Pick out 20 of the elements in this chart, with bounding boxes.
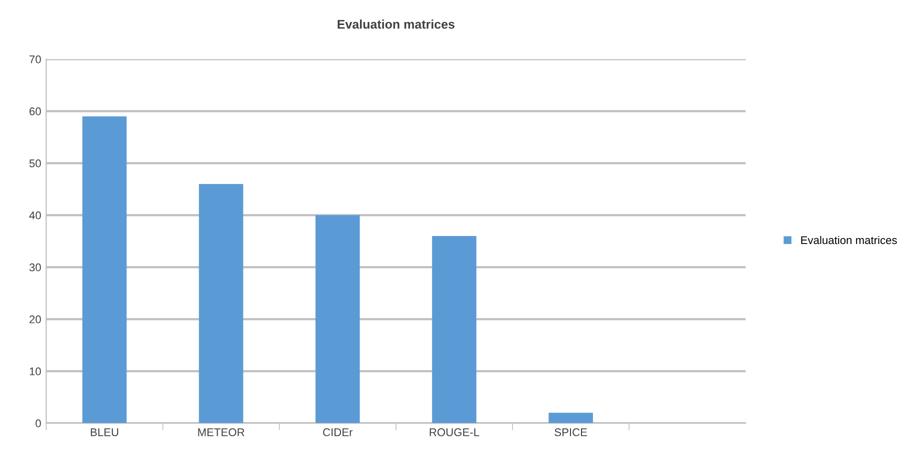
y-tick-label: 60 bbox=[30, 107, 41, 116]
chart-title: Evaluation matrices bbox=[338, 20, 454, 29]
y-tick-label: 0 bbox=[36, 419, 41, 428]
x-tick-label: ROUGE-L bbox=[430, 428, 480, 436]
y-tick-label: 40 bbox=[29, 211, 41, 220]
bar bbox=[82, 116, 127, 424]
y-tick-label: 10 bbox=[30, 367, 41, 376]
y-tick-label: 50 bbox=[29, 159, 41, 168]
y-tick-label: 20 bbox=[30, 315, 41, 324]
bar bbox=[198, 184, 244, 424]
bar bbox=[432, 236, 476, 424]
bar bbox=[548, 412, 593, 424]
legend-label: Evaluation matrices bbox=[801, 236, 897, 244]
bar bbox=[315, 215, 360, 424]
x-tick-label: BLEU bbox=[90, 428, 118, 436]
x-tick-label: SPICE bbox=[554, 428, 587, 436]
y-tick-label: 70 bbox=[30, 55, 41, 64]
x-tick-label: CIDEr bbox=[323, 428, 353, 436]
y-tick-label: 30 bbox=[29, 263, 41, 272]
x-tick-label: METEOR bbox=[198, 428, 244, 436]
